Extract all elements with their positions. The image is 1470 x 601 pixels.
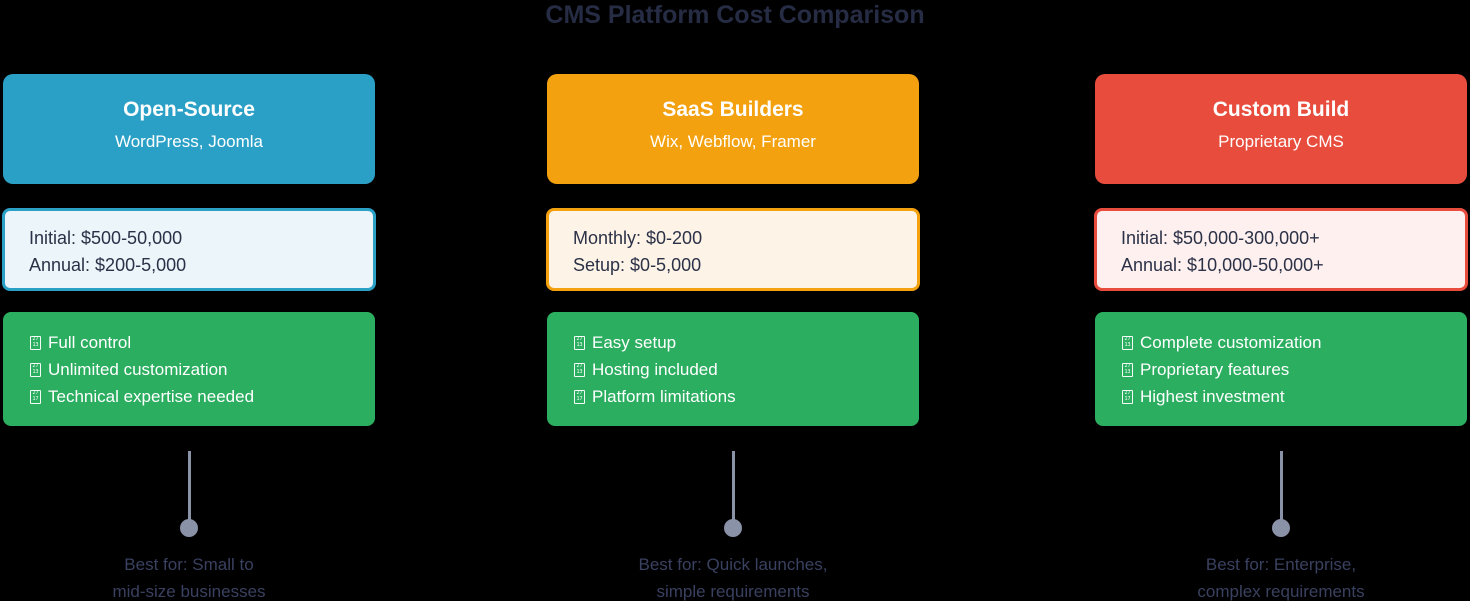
feature-label: Easy setup bbox=[592, 332, 677, 352]
feature-label: Proprietary features bbox=[1140, 359, 1290, 379]
platform-header-card: Custom Build Proprietary CMS bbox=[1095, 74, 1467, 184]
cost-line: Initial: $50,000-300,000+ bbox=[1121, 228, 1320, 248]
platform-title: Custom Build bbox=[1212, 98, 1350, 121]
cross-icon: 27 17 bbox=[1122, 389, 1133, 404]
check-icon: 27 13 bbox=[1122, 362, 1133, 377]
cost-line: Annual: $200-5,000 bbox=[29, 255, 187, 275]
platform-subtitle: Wix, Webflow, Framer bbox=[650, 132, 816, 151]
platform-subtitle: WordPress, Joomla bbox=[114, 132, 263, 151]
cross-icon: 27 17 bbox=[30, 389, 41, 404]
platform-title: SaaS Builders bbox=[662, 98, 804, 121]
connector-dot bbox=[180, 519, 198, 537]
best-for-text: Best for: Quick launches, simple require… bbox=[507, 551, 959, 601]
connector-dot bbox=[1272, 519, 1290, 537]
feature-row: 27 13 Full control bbox=[30, 329, 350, 356]
column-custom-build: Custom Build Proprietary CMS Initial: $5… bbox=[1094, 74, 1468, 601]
platform-header-card: Open-Source WordPress, Joomla bbox=[3, 74, 375, 184]
platform-title: Open-Source bbox=[123, 98, 255, 121]
cost-line: Setup: $0-5,000 bbox=[573, 255, 702, 275]
feature-row: 27 13 Complete customization bbox=[1122, 329, 1442, 356]
feature-label: Unlimited customization bbox=[48, 359, 228, 379]
feature-label: Complete customization bbox=[1140, 332, 1322, 352]
check-icon: 27 13 bbox=[30, 335, 41, 350]
platform-subtitle: Proprietary CMS bbox=[1218, 132, 1344, 151]
feature-row: 27 13 Hosting included bbox=[574, 356, 894, 383]
best-for-line: Best for: Small to bbox=[124, 555, 254, 574]
feature-row: 27 17 Highest investment bbox=[1122, 383, 1442, 410]
feature-label: Full control bbox=[48, 332, 132, 352]
feature-row: 27 17 Platform limitations bbox=[574, 383, 894, 410]
cross-icon: 27 17 bbox=[574, 389, 585, 404]
feature-label: Hosting included bbox=[592, 359, 718, 379]
best-for-line: Best for: Enterprise, bbox=[1205, 555, 1357, 574]
cost-card: Initial: $50,000-300,000+ Annual: $10,00… bbox=[1094, 208, 1468, 291]
feature-row: 27 13 Easy setup bbox=[574, 329, 894, 356]
connector-dot bbox=[724, 519, 742, 537]
feature-label: Highest investment bbox=[1140, 386, 1285, 406]
cost-card: Monthly: $0-200 Setup: $0-5,000 bbox=[546, 208, 920, 291]
cost-line: Monthly: $0-200 bbox=[573, 228, 703, 248]
check-icon: 27 13 bbox=[30, 362, 41, 377]
best-for-text: Best for: Small to mid-size businesses bbox=[0, 551, 415, 601]
best-for-line: Best for: Quick launches, bbox=[638, 555, 828, 574]
features-card: 27 13 Full control 27 13 Unlimited custo… bbox=[3, 312, 375, 426]
best-for-line: mid-size businesses bbox=[112, 582, 266, 601]
platform-header-card: SaaS Builders Wix, Webflow, Framer bbox=[547, 74, 919, 184]
diagram-title: CMS Platform Cost Comparison bbox=[545, 1, 925, 29]
features-card: 27 13 Easy setup 27 13 Hosting included … bbox=[547, 312, 919, 426]
check-icon: 27 13 bbox=[574, 335, 585, 350]
best-for-line: complex requirements bbox=[1197, 582, 1365, 601]
cost-line: Initial: $500-50,000 bbox=[29, 228, 183, 248]
feature-row: 27 13 Unlimited customization bbox=[30, 356, 350, 383]
cost-line: Annual: $10,000-50,000+ bbox=[1121, 255, 1324, 275]
connector-line bbox=[1279, 451, 1283, 522]
best-for-text: Best for: Enterprise, complex requiremen… bbox=[1055, 551, 1470, 601]
check-icon: 27 13 bbox=[574, 362, 585, 377]
connector-line bbox=[187, 451, 191, 522]
check-icon: 27 13 bbox=[1122, 335, 1133, 350]
feature-row: 27 13 Proprietary features bbox=[1122, 356, 1442, 383]
feature-label: Platform limitations bbox=[592, 386, 736, 406]
features-card: 27 13 Complete customization 27 13 Propr… bbox=[1095, 312, 1467, 426]
feature-row: 27 17 Technical expertise needed bbox=[30, 383, 350, 410]
best-for-line: simple requirements bbox=[656, 582, 810, 601]
connector-line bbox=[731, 451, 735, 522]
column-saas-builders: SaaS Builders Wix, Webflow, Framer Month… bbox=[546, 74, 920, 601]
feature-label: Technical expertise needed bbox=[48, 386, 255, 406]
column-open-source: Open-Source WordPress, Joomla Initial: $… bbox=[2, 74, 376, 601]
cost-card: Initial: $500-50,000 Annual: $200-5,000 bbox=[2, 208, 376, 291]
